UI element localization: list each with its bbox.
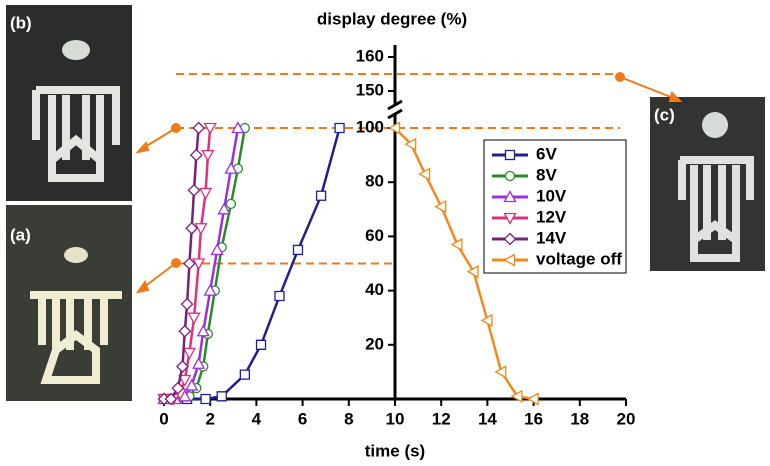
photo-label: (a): [10, 225, 31, 244]
x-tick-label: 16: [524, 409, 543, 428]
x-tick-label: 10: [386, 409, 405, 428]
marker: [185, 221, 199, 235]
x-tick-label: 4: [252, 409, 262, 428]
marker: [187, 183, 201, 197]
legend-label: voltage off: [536, 249, 622, 268]
marker: [274, 290, 285, 302]
x-tick-label: 20: [617, 409, 636, 428]
marker: [231, 121, 245, 134]
legend-marker: [503, 232, 517, 246]
y-axis-label: display degree (%): [317, 9, 467, 28]
marker: [198, 187, 213, 200]
marker: [178, 324, 192, 338]
x-tick-label: 18: [570, 409, 589, 428]
marker: [494, 365, 507, 379]
marker: [292, 244, 304, 256]
legend-label: 6V: [536, 144, 557, 163]
legend-label: 14V: [536, 228, 567, 247]
marker: [196, 324, 210, 337]
series-line: [164, 127, 341, 401]
x-axis-label: time (s): [365, 441, 425, 460]
marker: [217, 202, 231, 215]
marker: [526, 392, 539, 406]
y-tick-label: 20: [365, 334, 384, 353]
marker: [194, 223, 208, 236]
y-tick-label: 80: [365, 172, 384, 191]
marker: [315, 190, 327, 201]
marker: [224, 161, 238, 174]
marker: [189, 148, 203, 162]
legend-label: 10V: [536, 186, 567, 205]
marker: [216, 391, 227, 402]
marker: [171, 381, 185, 395]
marker: [185, 378, 199, 391]
y-tick-label: 150: [356, 80, 384, 99]
x-tick-label: 2: [205, 409, 214, 428]
marker: [200, 393, 211, 405]
x-tick-label: 14: [478, 409, 497, 428]
marker: [176, 360, 189, 373]
marker: [192, 258, 206, 271]
marker: [510, 389, 523, 403]
legend-label: 8V: [536, 165, 557, 184]
series-line: [394, 127, 534, 401]
marker: [178, 374, 192, 387]
marker: [466, 265, 479, 279]
x-tick-label: 6: [298, 409, 307, 428]
marker: [182, 257, 196, 270]
x-tick-label: 12: [432, 409, 451, 428]
axis-break: [387, 99, 403, 120]
marker: [164, 392, 178, 406]
photo-label: (c): [654, 105, 675, 124]
marker: [480, 313, 493, 328]
legend-marker: [503, 190, 517, 203]
marker: [187, 312, 201, 325]
marker: [450, 237, 463, 252]
legend-label: 12V: [536, 207, 567, 226]
marker: [404, 137, 417, 151]
marker: [192, 121, 206, 135]
x-tick-label: 0: [159, 409, 168, 428]
marker: [210, 243, 224, 256]
marker: [201, 149, 215, 162]
x-tick-label: 8: [344, 409, 353, 428]
legend-marker: [504, 170, 516, 182]
photo-a: (a): [6, 205, 132, 401]
photo-b: (b): [6, 5, 132, 201]
y-tick-label: 160: [356, 46, 384, 65]
legend-marker: [503, 212, 517, 225]
marker: [203, 122, 217, 135]
marker: [225, 198, 237, 210]
y-tick-label: 60: [365, 226, 384, 245]
marker: [182, 347, 197, 360]
marker: [255, 339, 267, 350]
marker: [434, 199, 447, 214]
marker: [388, 121, 401, 135]
legend: [483, 139, 627, 274]
marker: [180, 297, 194, 311]
marker: [334, 122, 345, 134]
y-tick-label: 40: [365, 280, 384, 299]
arrows: [135, 72, 683, 294]
photo-label: (b): [10, 13, 32, 32]
marker: [192, 356, 206, 369]
legend-marker: [504, 149, 516, 161]
photo-c: (c): [650, 97, 765, 271]
y-tick-label: 100: [356, 117, 384, 136]
marker: [418, 167, 431, 181]
marker: [203, 283, 217, 296]
marker: [239, 369, 251, 380]
legend-marker: [503, 253, 516, 267]
